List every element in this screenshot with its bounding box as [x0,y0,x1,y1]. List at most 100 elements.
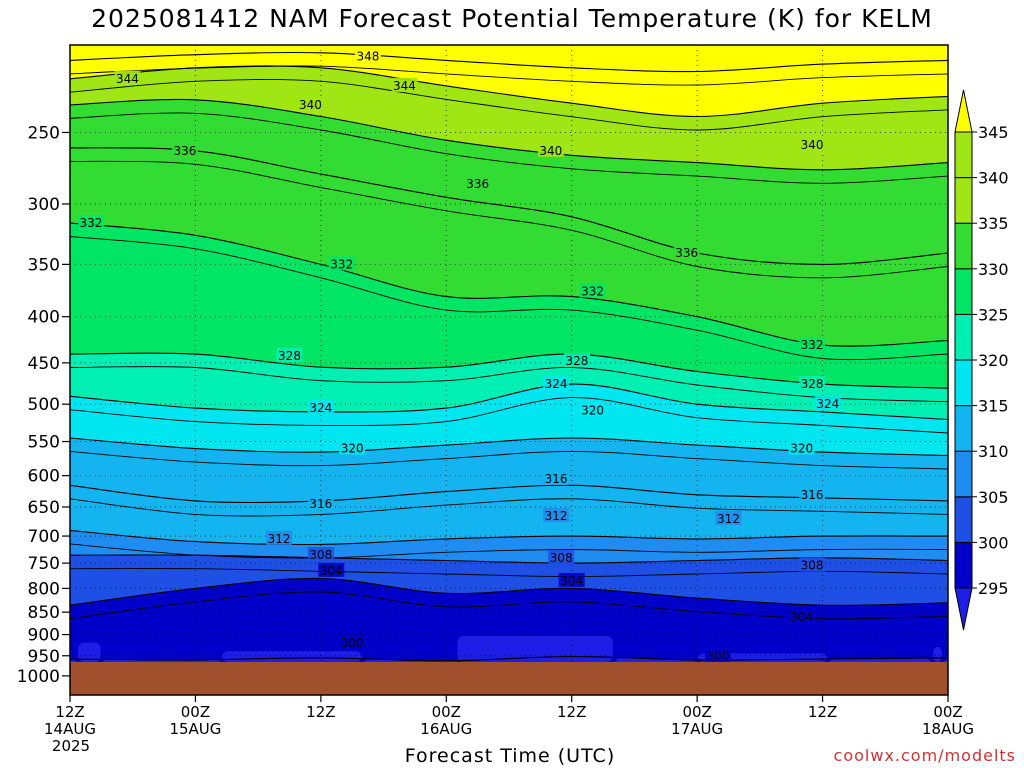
x-tick-date: 16AUG [420,720,472,738]
credit-link[interactable]: coolwx.com/modelts [833,746,1016,765]
colorbar-extend-bottom [954,587,973,631]
contour-label: 332 [330,257,353,271]
contour-300 [70,656,948,662]
contour-label-bg [579,283,606,298]
contour-label-bg [354,48,381,63]
colorbar-box-340 [954,131,973,179]
contour-310 [70,543,948,559]
contour-label: 312 [545,509,568,523]
colorbar-label: 340 [978,169,1009,188]
contour-label-bg [307,495,334,510]
colorbar-label: 325 [978,305,1009,324]
contour-label: 324 [545,377,568,391]
contour-304 [70,577,948,606]
contour-label: 308 [801,559,824,573]
contour-label: 340 [801,138,824,152]
ground [70,661,948,695]
x-tick-label: 12Z [55,703,84,721]
chart-title: 2025081412 NAM Forecast Potential Temper… [91,4,933,33]
contour-324 [70,383,948,421]
contour-label-layer: 344 348 344 340 336 340 340 336 332 336 332 332 332 3… [77,48,841,663]
cold-pool-core-0 [78,642,101,662]
contour-label: 344 [393,79,416,93]
contour-326 [70,366,948,403]
contour-label-bg [171,142,198,157]
contour-label-bg [114,70,141,85]
contour-label: 304 [560,574,583,588]
contour-label-bg [705,647,732,662]
y-tick-label: 650 [28,498,60,518]
x-tick-label: 12Z [808,703,837,721]
color-fill-layer [70,45,948,695]
contour-label: 344 [116,72,139,86]
contour-label: 316 [801,488,824,502]
contour-label: 312 [268,532,291,546]
colorbar-box-325 [954,268,973,315]
colorbar-box-315 [954,359,973,407]
x-tick-date: 2025 [52,737,90,755]
contour-334 [70,160,948,279]
y-tick-label: 500 [28,395,60,415]
contour-label: 320 [581,403,604,417]
contour-label: 332 [79,216,102,230]
contour-330 [70,236,948,361]
contour-342 [70,79,948,131]
contour-label-bg [297,96,324,111]
contour-label-bg [339,635,366,650]
contour-label-bg [788,608,815,623]
contour-label: 328 [801,377,824,391]
colorbar-box-310 [954,405,973,452]
cold-pool-core-1 [222,651,362,662]
contour-label: 336 [174,144,197,158]
contour-338 [70,112,948,184]
colorbar-box-295 [954,541,973,589]
x-tick-date: 17AUG [671,720,723,738]
contour-label-bg [339,440,366,455]
colorbar-label: 345 [978,123,1009,142]
x-tick-label: 12Z [306,703,335,721]
contour-label-bg [543,376,570,391]
colorbar-label: 300 [978,533,1009,552]
plot-frame [69,44,949,696]
colorbar-box-330 [954,222,973,270]
contour-label-bg [814,396,841,411]
contour-label-bg [537,142,564,157]
contour-label-bg [266,530,293,545]
contour-label-bg [715,510,742,525]
contour-label: 328 [565,354,588,368]
contour-label-bg [307,400,334,415]
y-tick-label: 400 [28,308,60,328]
x-axis-label: Forecast Time (UTC) [404,745,616,767]
contour-label: 336 [466,177,489,191]
contour-336 [70,147,948,265]
contour-label-bg [328,256,355,271]
contour-label: 332 [581,284,604,298]
colorbar-extend-top [954,89,973,133]
y-tick-label: 300 [28,195,60,215]
contour-label: 312 [717,512,740,526]
contour-label: 308 [309,548,332,562]
contour-314 [70,498,948,517]
y-tick-label: 750 [28,554,60,574]
contour-label-bg [307,547,334,562]
y-tick-label: 1000 [17,667,60,687]
y-tick-label: 800 [28,579,60,599]
colorbar-box-335 [954,177,973,224]
contour-label: 300 [341,636,364,650]
contour-label-bg [276,347,303,362]
contour-label: 336 [675,246,698,260]
y-axis: 250 300 350 400 450 500 550 600 650 700 750 800 850 9… [17,123,70,687]
contour-label: 324 [309,401,332,415]
contour-label-bg [543,507,570,522]
y-tick-label: 350 [28,255,60,275]
colorbar-label: 315 [978,397,1009,416]
x-tick-label: 00Z [432,703,461,721]
y-tick-label: 450 [28,354,60,374]
contour-label: 332 [801,338,824,352]
colorbar-label: 320 [978,351,1009,370]
y-tick-label: 900 [28,626,60,646]
x-tick-label: 00Z [933,703,962,721]
contour-label: 300 [707,649,730,663]
